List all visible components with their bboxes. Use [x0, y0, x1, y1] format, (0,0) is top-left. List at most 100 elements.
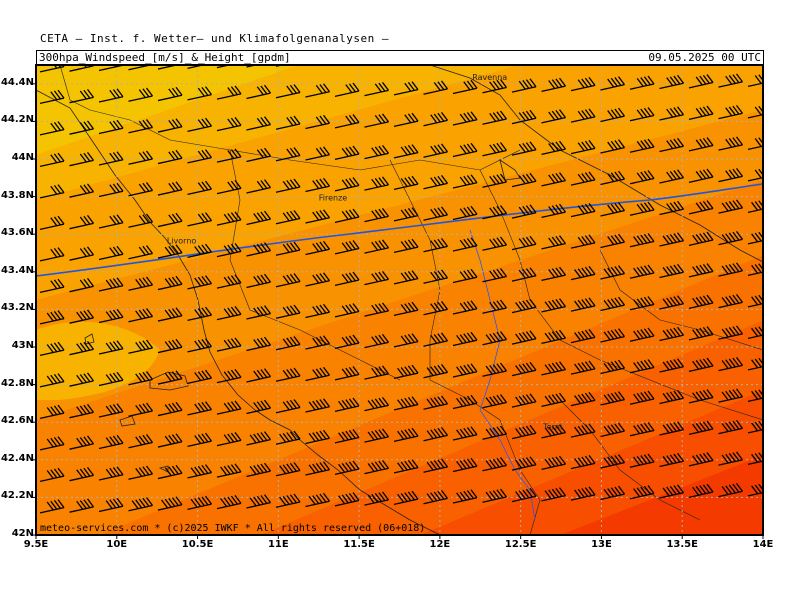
wind-barb	[128, 276, 154, 291]
wind-barb	[246, 273, 272, 289]
wind-barb	[393, 364, 419, 380]
wind-barb	[334, 177, 360, 192]
wind-barb	[98, 214, 124, 229]
wind-barb	[511, 424, 537, 440]
wind-barb	[541, 455, 567, 471]
wind-barb	[364, 333, 390, 349]
wind-barb	[659, 137, 685, 153]
wind-barb	[246, 210, 272, 226]
wind-barb	[570, 423, 596, 438]
wind-barb	[747, 325, 763, 340]
wind-barb	[334, 82, 360, 97]
wind-barb	[69, 152, 95, 167]
lon-tick-label: 12E	[429, 539, 451, 550]
wind-barb	[452, 237, 478, 252]
wind-barb	[69, 372, 95, 387]
wind-barb	[246, 494, 272, 509]
wind-barb	[216, 179, 242, 195]
wind-barb	[364, 207, 390, 223]
wind-barb	[482, 457, 508, 472]
wind-barb	[98, 65, 124, 72]
wind-barb	[39, 247, 65, 262]
wind-barb	[393, 333, 419, 348]
wind-barb	[600, 328, 626, 343]
wind-barb	[69, 309, 95, 324]
wind-barb	[187, 212, 213, 227]
wind-barb	[128, 65, 153, 71]
wind-barb	[747, 483, 763, 497]
wind-barb	[688, 168, 714, 183]
wind-barb	[216, 463, 242, 478]
wind-barb	[275, 304, 301, 319]
wind-barb	[541, 203, 567, 219]
wind-barb	[393, 144, 419, 159]
wind-barb	[275, 462, 301, 477]
wind-barb	[718, 325, 744, 340]
wind-barb	[541, 235, 567, 250]
wind-barb	[629, 485, 655, 500]
lat-tick-label: 42.2N	[0, 490, 34, 502]
wind-barb	[364, 365, 390, 380]
wind-barb	[393, 81, 419, 96]
wind-barb	[157, 496, 183, 511]
wind-barb	[246, 84, 272, 100]
wind-barb	[157, 181, 183, 196]
wind-barb	[423, 238, 449, 253]
wind-barb	[570, 139, 596, 155]
wind-barb	[570, 328, 596, 344]
wind-barb	[157, 244, 183, 259]
wind-barb	[600, 296, 626, 312]
wind-barb	[423, 269, 449, 284]
wind-barb	[659, 452, 685, 468]
wind-barb	[39, 215, 65, 231]
wind-barb	[39, 121, 65, 136]
wind-barb	[423, 427, 449, 442]
wind-barb	[39, 467, 65, 483]
wind-barb	[364, 176, 390, 191]
wind-barb	[275, 178, 301, 193]
wind-barb	[482, 394, 508, 409]
wind-barb	[128, 213, 154, 228]
wind-speed-band	[560, 455, 763, 535]
wind-barb	[275, 273, 301, 288]
lat-tick-label: 43.2N	[0, 302, 34, 314]
wind-barb	[305, 366, 331, 382]
lon-tick-label: 12.5E	[504, 539, 537, 550]
wind-barb	[364, 428, 390, 443]
wind-barb	[305, 177, 331, 193]
wind-barb	[157, 275, 183, 291]
wind-barb	[246, 399, 272, 415]
wind-barb	[600, 265, 626, 280]
wind-barb	[364, 491, 390, 506]
wind-barb	[246, 431, 272, 446]
wind-barb	[305, 114, 331, 130]
wind-barb	[747, 262, 763, 277]
wind-barb	[541, 298, 567, 313]
wind-speed-band	[36, 180, 763, 535]
wind-barb	[187, 338, 213, 353]
wind-barb	[216, 274, 242, 289]
wind-barb	[747, 73, 763, 88]
wind-barb	[305, 429, 331, 445]
wind-barb	[541, 109, 567, 124]
wind-barb	[423, 395, 449, 410]
wind-barb	[629, 75, 655, 90]
wind-barb	[128, 182, 154, 197]
wind-barb	[187, 149, 213, 164]
wind-barb	[393, 238, 419, 254]
wind-speed-band	[36, 65, 763, 300]
wind-barb	[659, 358, 685, 373]
wind-barb	[305, 303, 331, 319]
wind-barb	[482, 205, 508, 220]
wind-barb	[98, 403, 124, 418]
wind-barb	[69, 404, 95, 419]
lon-tick-label: 14E	[752, 539, 774, 550]
wind-barb	[364, 270, 390, 286]
coastline	[36, 65, 763, 535]
wind-barb	[128, 497, 154, 512]
wind-barb	[600, 391, 626, 406]
wind-barb	[423, 490, 449, 505]
wind-barb	[482, 425, 508, 440]
wind-barb	[305, 272, 331, 287]
wind-barb	[246, 462, 272, 478]
